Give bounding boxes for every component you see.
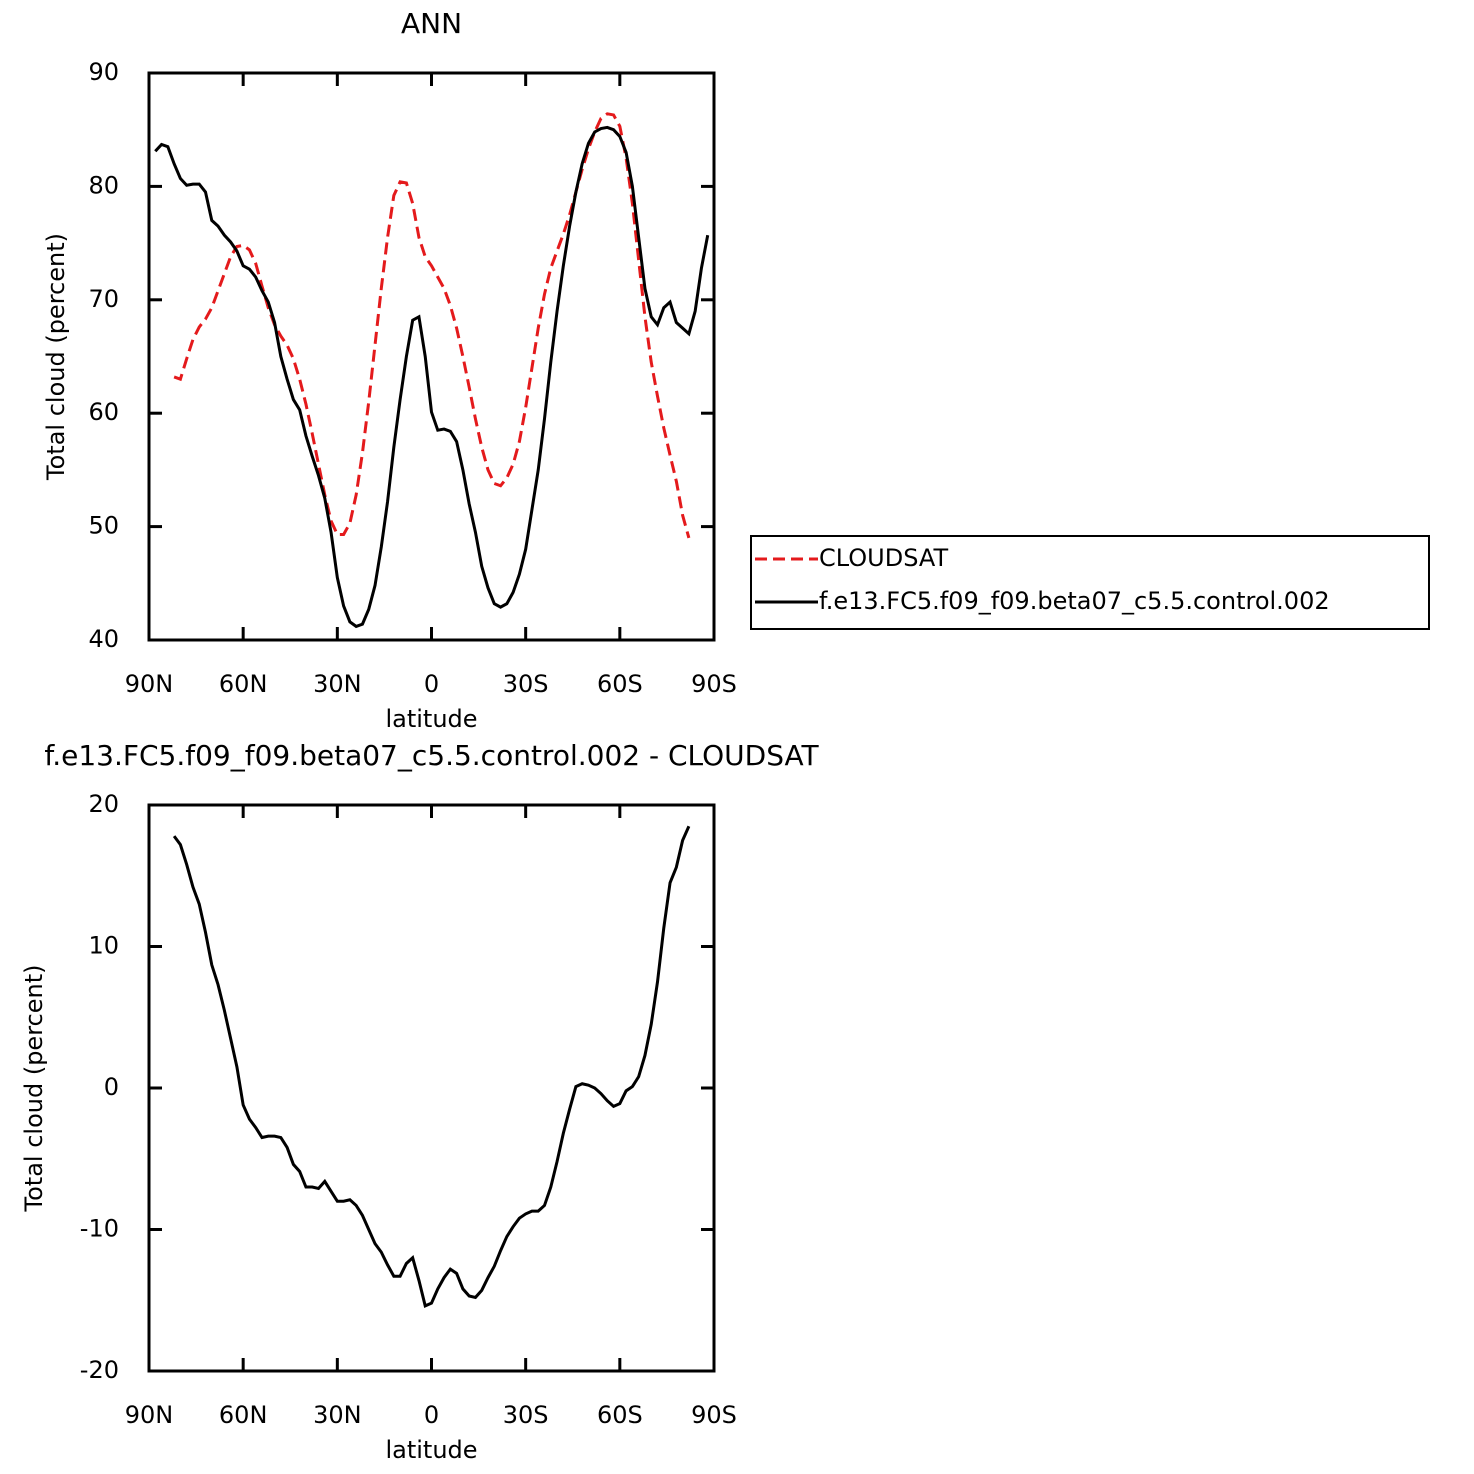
- x-tick-label: 60N: [219, 1401, 268, 1429]
- legend-label: CLOUDSAT: [819, 544, 948, 572]
- series-line: [154, 125, 710, 629]
- legend-box: [750, 535, 1430, 630]
- y-tick-label: -10: [80, 1215, 119, 1243]
- x-tick-label: 0: [424, 670, 439, 698]
- y-tick-label: 70: [88, 285, 119, 313]
- x-tick-label: 90S: [691, 670, 737, 698]
- x-tick-label: 90S: [691, 1401, 737, 1429]
- y-tick-label: 60: [88, 398, 119, 426]
- x-tick-label: 30N: [313, 670, 362, 698]
- y-tick-label: 0: [104, 1073, 119, 1101]
- plot-frame: [147, 71, 716, 642]
- series-line: [173, 112, 691, 539]
- legend-label: f.e13.FC5.f09_f09.beta07_c5.5.control.00…: [819, 587, 1330, 615]
- y-tick-label: 80: [88, 171, 119, 199]
- chart-title: ANN: [401, 7, 462, 40]
- y-tick-label: 50: [88, 512, 119, 540]
- x-tick-label: 60S: [597, 1401, 643, 1429]
- y-axis-label: Total cloud (percent): [20, 965, 48, 1213]
- x-tick-label: 30S: [503, 1401, 549, 1429]
- y-tick-label: 90: [88, 58, 119, 86]
- x-axis-label: latitude: [385, 705, 477, 733]
- x-tick-label: 90N: [125, 670, 174, 698]
- x-tick-label: 0: [424, 1401, 439, 1429]
- y-tick-label: 40: [88, 625, 119, 653]
- x-tick-label: 30S: [503, 670, 549, 698]
- plot-frame: [147, 803, 716, 1373]
- y-axis-label: Total cloud (percent): [42, 233, 70, 481]
- x-tick-label: 60N: [219, 670, 268, 698]
- x-tick-label: 60S: [597, 670, 643, 698]
- data-line: [172, 825, 691, 1309]
- chart-title: f.e13.FC5.f09_f09.beta07_c5.5.control.00…: [44, 739, 819, 772]
- y-tick-label: 20: [88, 790, 119, 818]
- x-tick-label: 90N: [125, 1401, 174, 1429]
- y-tick-label: -20: [80, 1356, 119, 1384]
- x-tick-label: 30N: [313, 1401, 362, 1429]
- x-axis-label: latitude: [385, 1436, 477, 1464]
- y-tick-label: 10: [88, 932, 119, 960]
